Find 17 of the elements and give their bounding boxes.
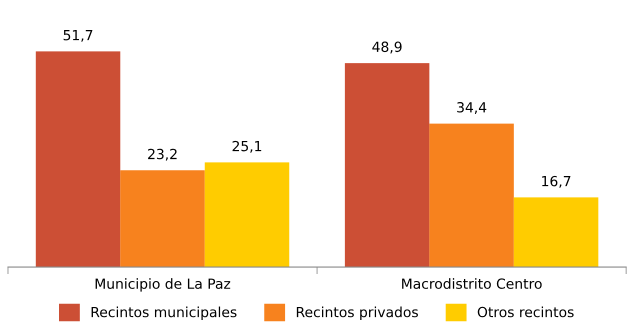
data-label: 25,1 — [232, 140, 262, 153]
x-tick-label: Municipio de La Paz — [96, 278, 230, 292]
legend-label: Recintos municipales — [92, 306, 236, 320]
bar — [344, 63, 430, 268]
data-label: 34,4 — [457, 102, 486, 114]
bar — [429, 124, 514, 268]
bar — [514, 197, 598, 268]
x-tick-label: Macrodistrito Centro — [402, 278, 542, 289]
data-label: 16,7 — [542, 176, 570, 188]
data-label: 48,9 — [372, 42, 402, 54]
bar — [120, 170, 205, 268]
legend-label: Otros recintos — [478, 306, 574, 318]
bar — [36, 51, 120, 268]
data-label: 23,2 — [148, 148, 177, 161]
legend-label: Recintos privados — [296, 306, 418, 320]
bar — [204, 162, 290, 268]
data-label: 51,7 — [64, 30, 92, 42]
